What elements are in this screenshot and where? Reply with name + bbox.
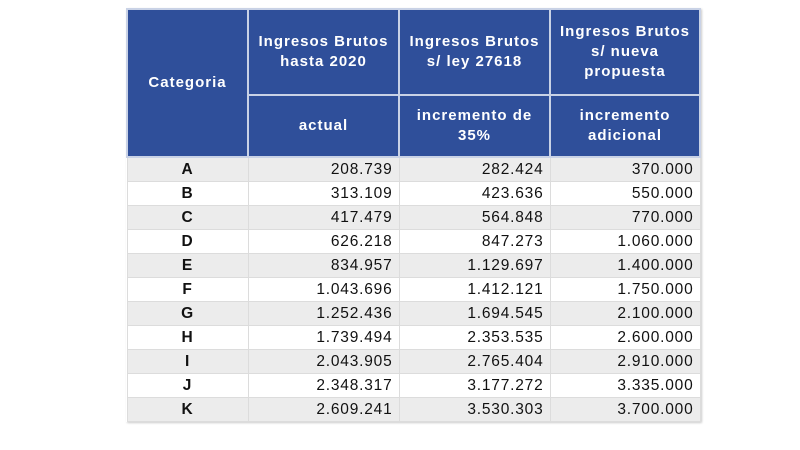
ingresos-ley-cell: 3.177.272 xyxy=(398,373,551,398)
ingresos-2020-cell: 834.957 xyxy=(247,253,400,278)
table-row: J 2.348.317 3.177.272 3.335.000 xyxy=(126,373,701,398)
table-body: A 208.739 282.424 370.000 B 313.109 423.636 550… xyxy=(126,156,701,422)
category-cell: D xyxy=(126,229,249,254)
category-cell: F xyxy=(126,277,249,302)
header-ingresos-ley-27618: Ingresos Brutos s/ ley 27618 xyxy=(398,8,551,96)
subheader-actual: actual xyxy=(247,94,400,158)
category-cell: A xyxy=(126,156,249,182)
header-categoria: Categoria xyxy=(126,8,249,158)
ingresos-ley-cell: 1.694.545 xyxy=(398,301,551,326)
table-row: C 417.479 564.848 770.000 xyxy=(126,205,701,230)
category-cell: I xyxy=(126,349,249,374)
ingresos-propuesta-cell: 2.600.000 xyxy=(549,325,701,350)
ingresos-ley-cell: 847.273 xyxy=(398,229,551,254)
ingresos-2020-cell: 208.739 xyxy=(247,156,400,182)
ingresos-2020-cell: 313.109 xyxy=(247,181,400,206)
category-cell: E xyxy=(126,253,249,278)
ingresos-2020-cell: 2.348.317 xyxy=(247,373,400,398)
ingresos-ley-cell: 282.424 xyxy=(398,156,551,182)
table-row: B 313.109 423.636 550.000 xyxy=(126,181,701,206)
ingresos-ley-cell: 423.636 xyxy=(398,181,551,206)
ingresos-propuesta-cell: 3.700.000 xyxy=(549,397,701,422)
category-cell: G xyxy=(126,301,249,326)
ingresos-propuesta-cell: 1.060.000 xyxy=(549,229,701,254)
table-row: F 1.043.696 1.412.121 1.750.000 xyxy=(126,277,701,302)
ingresos-propuesta-cell: 1.750.000 xyxy=(549,277,701,302)
table-row: E 834.957 1.129.697 1.400.000 xyxy=(126,253,701,278)
ingresos-2020-cell: 417.479 xyxy=(247,205,400,230)
header-ingresos-nueva-propuesta: Ingresos Brutos s/ nueva propuesta xyxy=(549,8,701,96)
header-ingresos-2020: Ingresos Brutos hasta 2020 xyxy=(247,8,400,96)
table-row: K 2.609.241 3.530.303 3.700.000 xyxy=(126,397,701,422)
ingresos-propuesta-cell: 550.000 xyxy=(549,181,701,206)
table-row: D 626.218 847.273 1.060.000 xyxy=(126,229,701,254)
ingresos-2020-cell: 2.043.905 xyxy=(247,349,400,374)
ingresos-2020-cell: 1.043.696 xyxy=(247,277,400,302)
ingresos-ley-cell: 3.530.303 xyxy=(398,397,551,422)
ingresos-2020-cell: 626.218 xyxy=(247,229,400,254)
ingresos-2020-cell: 2.609.241 xyxy=(247,397,400,422)
ingresos-brutos-table: Categoria Ingresos Brutos hasta 2020 Ing… xyxy=(126,8,701,422)
table-row: I 2.043.905 2.765.404 2.910.000 xyxy=(126,349,701,374)
ingresos-propuesta-cell: 1.400.000 xyxy=(549,253,701,278)
ingresos-propuesta-cell: 2.100.000 xyxy=(549,301,701,326)
ingresos-ley-cell: 1.412.121 xyxy=(398,277,551,302)
subheader-incremento-adicional: incremento adicional xyxy=(549,94,701,158)
subheader-incremento-35: incremento de 35% xyxy=(398,94,551,158)
ingresos-propuesta-cell: 370.000 xyxy=(549,156,701,182)
category-cell: B xyxy=(126,181,249,206)
table-row: G 1.252.436 1.694.545 2.100.000 xyxy=(126,301,701,326)
ingresos-propuesta-cell: 2.910.000 xyxy=(549,349,701,374)
ingresos-propuesta-cell: 770.000 xyxy=(549,205,701,230)
ingresos-ley-cell: 2.353.535 xyxy=(398,325,551,350)
table-row: A 208.739 282.424 370.000 xyxy=(126,156,701,182)
category-cell: K xyxy=(126,397,249,422)
ingresos-ley-cell: 1.129.697 xyxy=(398,253,551,278)
ingresos-2020-cell: 1.739.494 xyxy=(247,325,400,350)
table-row: H 1.739.494 2.353.535 2.600.000 xyxy=(126,325,701,350)
ingresos-ley-cell: 564.848 xyxy=(398,205,551,230)
ingresos-ley-cell: 2.765.404 xyxy=(398,349,551,374)
ingresos-propuesta-cell: 3.335.000 xyxy=(549,373,701,398)
category-cell: H xyxy=(126,325,249,350)
category-cell: C xyxy=(126,205,249,230)
category-cell: J xyxy=(126,373,249,398)
ingresos-2020-cell: 1.252.436 xyxy=(247,301,400,326)
